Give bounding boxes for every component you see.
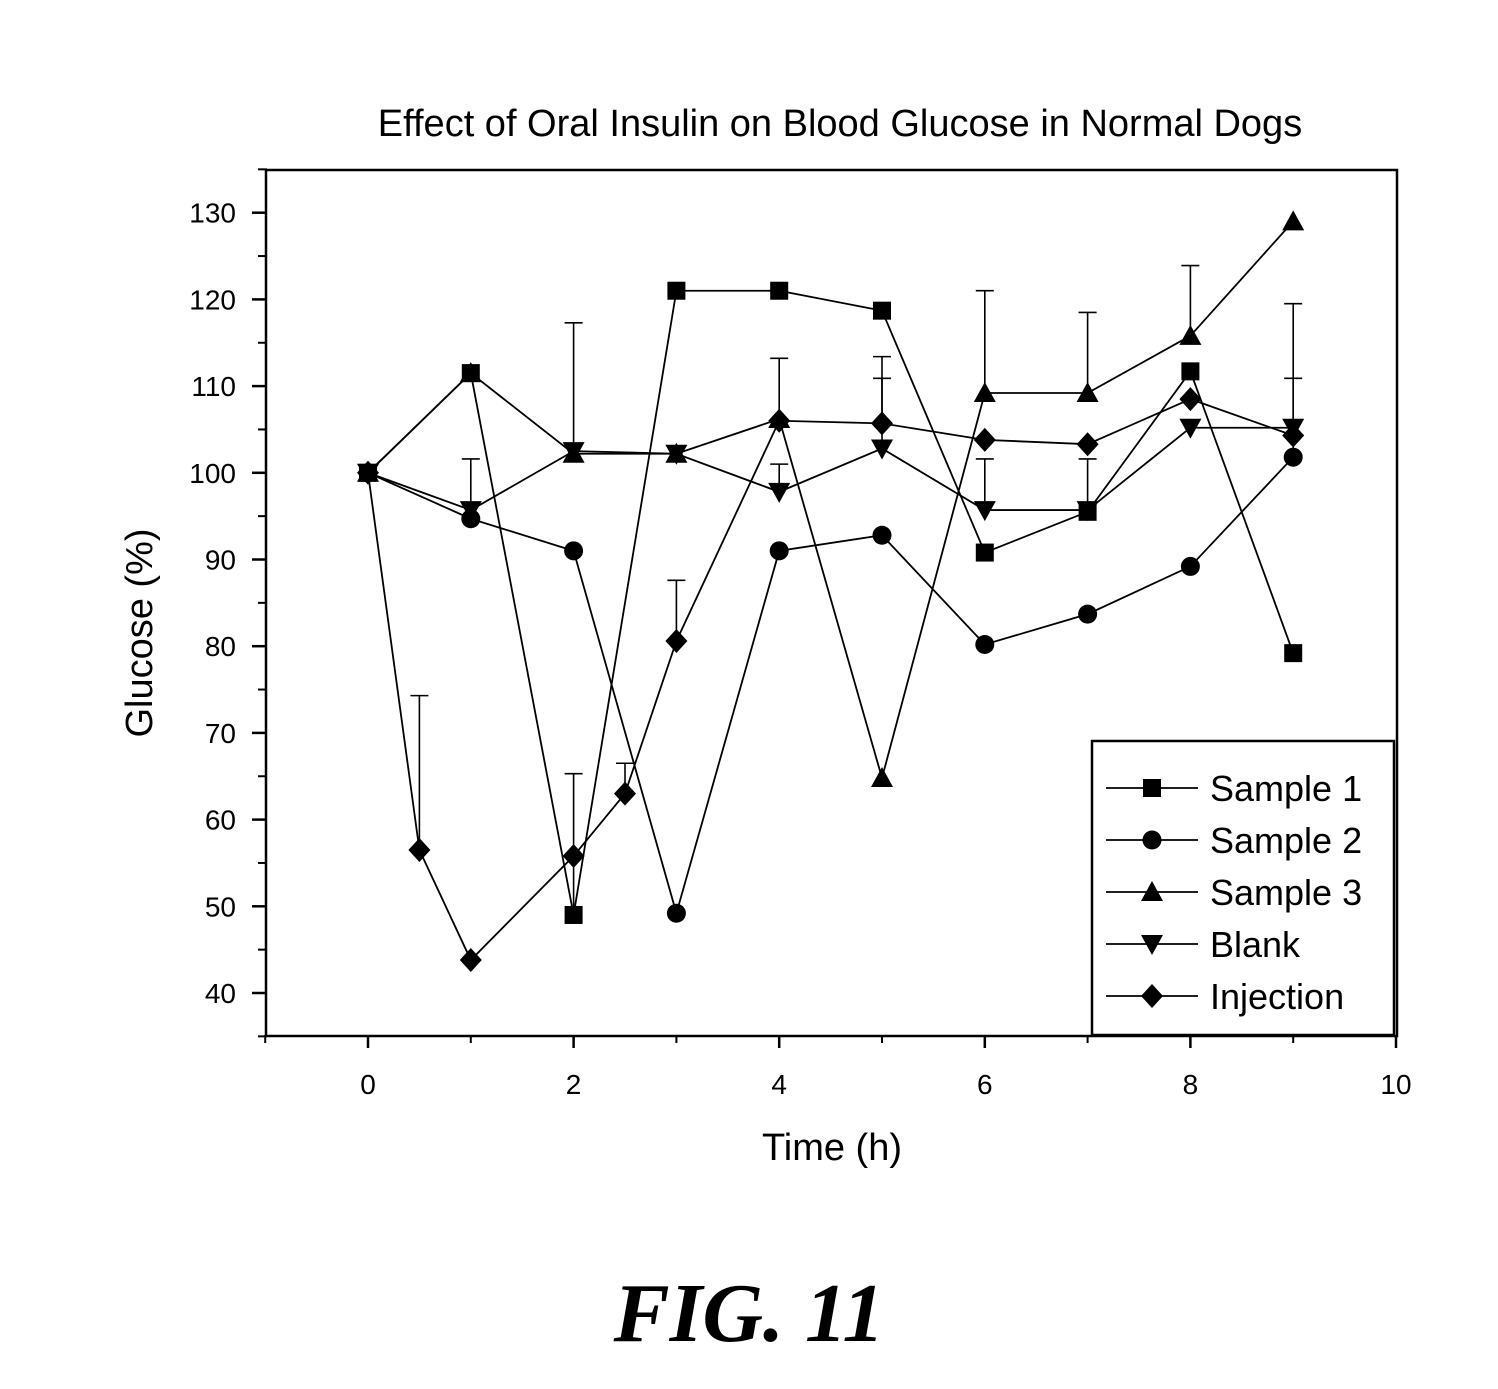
y-tick-label: 40 [205,978,236,1009]
data-point [667,904,686,923]
data-point [974,428,996,452]
legend-label: Sample 3 [1210,872,1362,913]
y-tick-label: 120 [189,284,236,315]
chart-title: Effect of Oral Insulin on Blood Glucose … [378,103,1302,145]
legend-label: Sample 1 [1210,768,1362,809]
legend-label: Sample 2 [1210,820,1362,861]
data-point [1181,557,1200,576]
x-axis-label: Time (h) [762,1127,902,1169]
data-point [565,906,583,924]
data-point [770,541,789,560]
data-point [873,302,891,320]
legend-label: Injection [1210,976,1344,1017]
data-point [564,541,583,560]
x-tick-label: 0 [360,1069,376,1100]
y-tick-label: 50 [205,891,236,922]
data-point [408,838,430,862]
x-tick-label: 8 [1183,1069,1199,1100]
data-point [667,282,685,300]
data-point [1282,210,1304,230]
chart: Effect of Oral Insulin on Blood Glucose … [0,0,1498,1250]
data-point [1284,448,1303,467]
data-point [976,544,994,562]
y-tick-label: 130 [189,198,236,229]
data-point [871,411,893,435]
legend-marker [1143,831,1162,850]
data-point [975,635,994,654]
series-line-2 [368,221,1293,778]
x-tick-label: 2 [566,1069,582,1100]
data-point [974,501,996,521]
x-tick-label: 4 [771,1069,787,1100]
y-tick-label: 90 [205,545,236,576]
y-axis-label: Glucose (%) [119,528,161,737]
legend-marker [1143,779,1161,797]
data-point [1181,362,1199,380]
data-point [871,440,893,460]
figure-label: FIG. 11 [0,1272,1498,1356]
series-line-3 [368,428,1293,510]
data-point [768,483,790,503]
y-tick-label: 60 [205,805,236,836]
x-tick-label: 10 [1380,1069,1411,1100]
x-tick-label: 6 [977,1069,993,1100]
legend-label: Blank [1210,924,1301,965]
legend: Sample 1 Sample 2 Sample 3 Blank Injection [1092,741,1394,1035]
data-point [1077,382,1099,402]
data-point [665,629,687,653]
data-point [768,409,790,433]
data-point [1077,432,1099,456]
data-point [974,382,996,402]
y-tick-label: 110 [191,371,236,402]
data-point [770,282,788,300]
data-point [1179,419,1201,439]
data-point [1284,644,1302,662]
y-tick-label: 70 [205,718,236,749]
y-tick-label: 100 [189,458,236,489]
data-point [873,526,892,545]
data-point [871,767,893,787]
y-tick-label: 80 [205,631,236,662]
data-point [1078,605,1097,624]
